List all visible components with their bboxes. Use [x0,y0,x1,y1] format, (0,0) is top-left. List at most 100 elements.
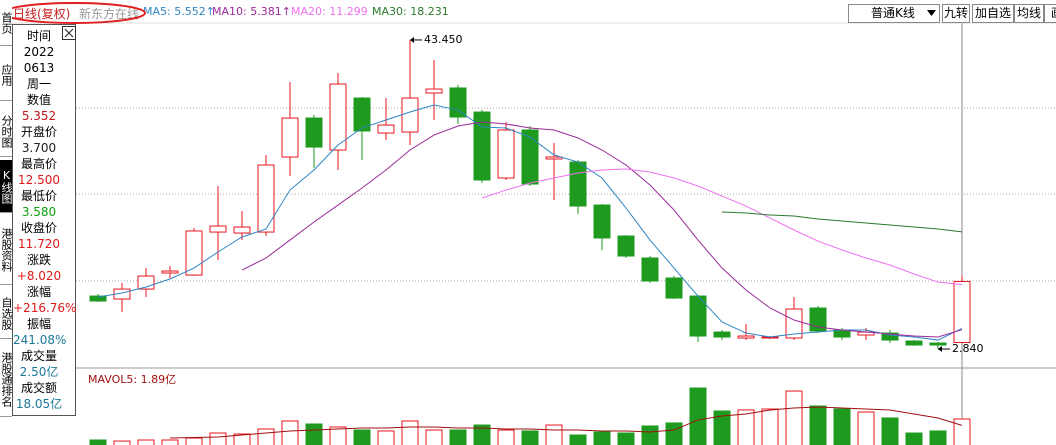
volume-bar [569,434,587,445]
volume-bar [449,429,467,445]
volume-bar [305,423,323,445]
volume-bar [929,430,947,445]
ma-legend: MA10: 5.381↑ [212,5,291,18]
volume-bar [425,429,443,445]
candle-body [833,329,851,338]
ma-legend: MA20: 11.299 [291,5,368,18]
candle-body [545,156,563,160]
annotation-label: 43.450 [424,33,463,46]
close-button[interactable] [62,26,76,40]
chart-mode-dropdown[interactable]: 普通K线 [848,4,940,23]
period-label[interactable]: 日线(复权) [13,7,71,21]
volume-bar [401,420,419,445]
volume-legend: MAVOL5: 1.89亿 [88,373,176,386]
info-text: 成交额 [20,381,57,395]
info-text: 2022 [23,45,55,59]
ma-line [169,406,963,439]
candle-body [401,97,419,133]
candle-body [737,335,755,339]
volume-bar [689,387,707,445]
candle-body [353,97,371,132]
candle-body [521,129,539,185]
info-text: 周一 [26,77,51,91]
ma-line [241,121,963,338]
info-text: 最低价 [20,189,57,203]
candle-body [377,124,395,134]
candle-body [569,161,587,207]
side-tab[interactable]: K线图 [0,160,12,213]
candle-body [953,280,971,343]
volume-bar [641,425,659,445]
candle-body [497,129,515,179]
info-text: 12.500 [18,173,60,187]
candle-body [713,331,731,338]
chart-mode: 普通K线 [871,6,915,20]
volume-bar [473,424,491,445]
volume-bar [857,411,875,445]
side-tab[interactable]: 分时图 [0,106,12,157]
volume-bar [665,422,683,445]
info-text: 18.05亿 [15,397,63,411]
info-text: 涨幅 [26,285,51,299]
candle-body [881,332,899,341]
annotation-label: 2.840 [952,342,984,355]
candle-body [161,270,179,274]
candle-body [209,225,227,233]
ma-legend: MA5: 5.552↑ [143,5,215,18]
volume-bar [281,420,299,445]
volume-bar [785,390,803,445]
candle-body [185,230,203,276]
candle-body [425,88,443,94]
candle-body [449,87,467,118]
side-tab[interactable]: 港股资料 [0,216,12,285]
candle-body [89,295,107,302]
info-text: 涨跌 [26,253,51,267]
info-panel: 时间 2022 0613 周一 数值 5.352 开盘价 3.700 最高价 12.500 最低价 3… [12,24,76,416]
side-tab[interactable]: 港股通排名 [0,342,12,417]
candle-body [281,117,299,158]
side-tab[interactable]: 首页 [0,0,12,46]
volume-bar [617,432,635,445]
volume-bar [89,439,107,445]
volume-bar [953,418,971,445]
volume-bar [497,429,515,445]
candle-body [665,277,683,299]
info-text: 收盘价 [20,221,57,235]
candle-body [617,235,635,257]
annotation-arrow [938,346,942,353]
toolbar-button[interactable]: 加自选 [972,4,1014,23]
candle-body [257,164,275,233]
candle-body [473,111,491,181]
candle-body [929,342,947,346]
volume-bar [833,408,851,445]
side-tab[interactable]: 自选股 [0,288,12,339]
volume-bar [161,439,179,445]
info-text: 2.50亿 [19,365,59,379]
candle-body [905,340,923,346]
info-text: 振幅 [26,317,51,331]
candle-body [329,83,347,151]
candle-body [305,117,323,148]
close-icon [64,28,74,38]
volume-bar [881,417,899,445]
volume-bar [233,433,251,445]
info-text: 时间 [26,29,51,43]
ma-line [97,104,963,341]
volume-bar [809,405,827,445]
toolbar-button[interactable]: 均线 [1014,4,1044,23]
volume-bar [761,408,779,445]
info-text: 3.700 [21,141,57,155]
volume-bar [185,437,203,445]
volume-bar [545,424,563,445]
side-tab[interactable]: 应用 [0,50,12,101]
toolbar-button[interactable]: 九转 [942,4,970,23]
volume-bar [737,409,755,445]
toolbar-button[interactable]: 画 [1044,4,1056,23]
ma-legend: MA30: 18.231 [372,5,449,18]
info-text: 数值 [26,93,51,107]
candle-body [641,257,659,282]
info-text: 最高价 [20,157,57,171]
annotation-arrow [410,36,414,43]
